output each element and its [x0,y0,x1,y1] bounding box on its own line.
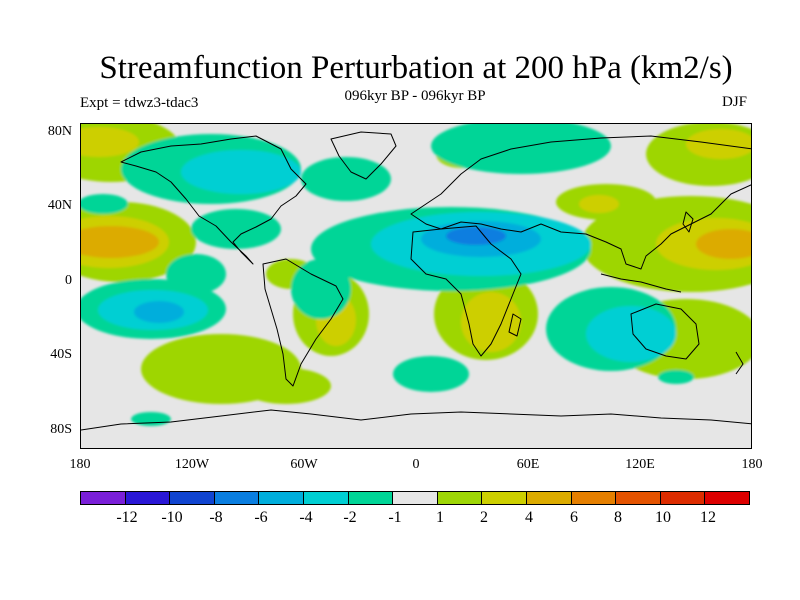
colorbar-label: -4 [299,509,313,526]
colorbar-swatch [437,492,483,504]
colorbar-swatch [660,492,706,504]
lat-label-40n: 40N [47,198,72,213]
colorbar-label: -8 [209,509,223,526]
plot-title: Streamfunction Perturbation at 200 hPa (… [99,50,733,86]
colorbar-swatch [125,492,171,504]
colorbar-swatch [616,492,661,504]
colorbar-swatch [259,492,304,504]
lon-label-0: 0 [412,457,420,472]
colorbar-label: -12 [116,509,138,526]
colorbar-label: 12 [700,509,716,526]
map-panel [80,123,752,449]
experiment-label: Expt = tdwz3-tdac3 [80,95,199,111]
colorbar-swatch [526,492,572,504]
colorbar-label: -6 [254,509,268,526]
colorbar [80,491,750,505]
colorbar-label: 10 [655,509,671,526]
lon-label-60w: 60W [290,457,318,472]
colorbar-swatch [393,492,438,504]
lat-label-80s: 80S [50,422,72,437]
contour-field [81,124,751,426]
lon-label-120e: 120E [625,457,655,472]
lat-label-0: 0 [65,273,72,288]
colorbar-label: 2 [480,509,488,526]
colorbar-label: 6 [570,509,578,526]
lon-label-120w: 120W [174,457,210,472]
plot-subtitle: 096kyr BP - 096kyr BP [344,88,486,104]
colorbar-swatch [482,492,527,504]
lat-label-40s: 40S [50,347,72,362]
colorbar-swatch [81,492,126,504]
map-field-svg [81,124,751,431]
season-label: DJF [722,94,748,110]
colorbar-label: -10 [161,509,183,526]
colorbar-swatch [170,492,215,504]
lon-label-60e: 60E [516,457,540,472]
colorbar-swatch [348,492,394,504]
colorbar-swatch [705,492,749,504]
colorbar-label: -1 [388,509,402,526]
colorbar-swatch [303,492,349,504]
coastlines [81,131,751,431]
colorbar-swatch [214,492,260,504]
colorbar-label: 4 [525,509,533,526]
colorbar-label: 8 [614,509,622,526]
lat-label-80n: 80N [47,124,72,139]
colorbar-swatch [571,492,617,504]
colorbar-label: 1 [436,509,444,526]
colorbar-label: -2 [343,509,357,526]
lon-label-180e: 180 [741,457,763,472]
lon-label-180w: 180 [69,457,91,472]
